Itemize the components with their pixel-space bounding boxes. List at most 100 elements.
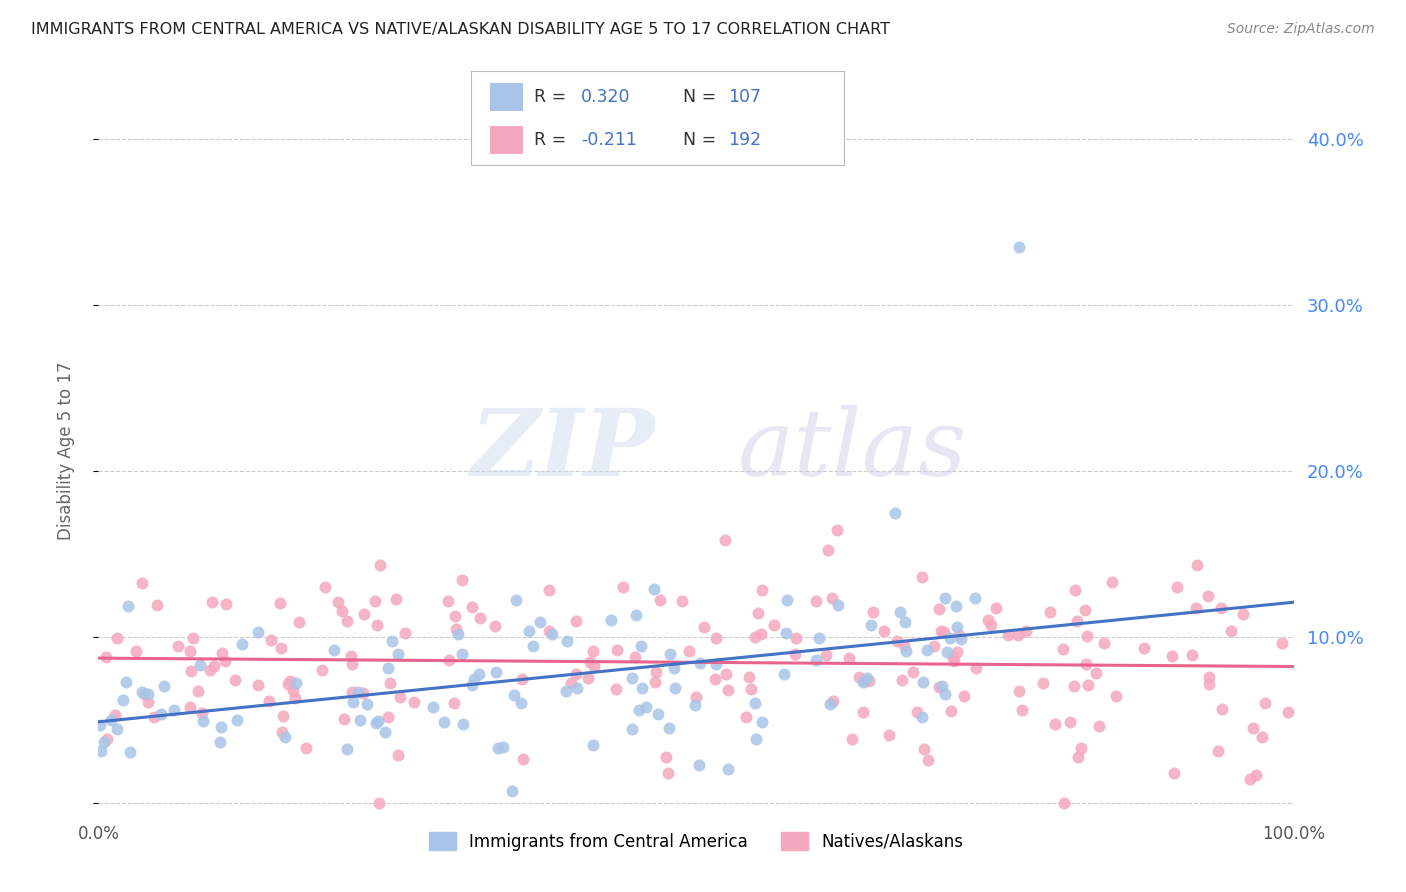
Point <box>485 665 508 679</box>
Point <box>935 644 957 658</box>
Point <box>612 580 634 594</box>
Point <box>948 628 970 642</box>
Text: IMMIGRANTS FROM CENTRAL AMERICA VS NATIVE/ALASKAN DISABILITY AGE 5 TO 17 CORRELA: IMMIGRANTS FROM CENTRAL AMERICA VS NATIV… <box>31 22 890 37</box>
Point <box>224 673 246 688</box>
Point <box>1052 642 1074 657</box>
Point <box>1244 767 1267 781</box>
Point <box>997 628 1019 642</box>
Point <box>747 606 769 620</box>
Point <box>96 649 118 664</box>
Point <box>1161 649 1184 664</box>
Point <box>118 746 141 760</box>
Text: ZIP: ZIP <box>470 406 654 495</box>
Text: R =: R = <box>534 87 572 105</box>
Point <box>950 632 973 646</box>
Point <box>838 650 860 665</box>
Point <box>167 639 190 653</box>
Point <box>980 617 1002 632</box>
Point <box>538 624 561 639</box>
Point <box>1232 607 1254 621</box>
Point <box>630 681 652 696</box>
Point <box>461 600 484 615</box>
Point <box>858 673 880 688</box>
Point <box>215 597 238 611</box>
Point <box>1067 750 1090 764</box>
Point <box>502 688 524 702</box>
Point <box>377 660 399 674</box>
Point <box>1059 715 1081 730</box>
Point <box>751 715 773 730</box>
Point <box>366 617 388 632</box>
Text: atlas: atlas <box>738 406 967 495</box>
Point <box>1185 600 1208 615</box>
Point <box>105 722 128 736</box>
Point <box>658 647 681 661</box>
Point <box>274 730 297 744</box>
Point <box>285 676 308 690</box>
Point <box>579 655 602 669</box>
Point <box>295 741 318 756</box>
Point <box>823 694 845 708</box>
Point <box>678 644 700 658</box>
Bar <box>489 83 523 111</box>
Point <box>1070 741 1092 756</box>
Point <box>683 698 706 713</box>
Point <box>945 599 967 614</box>
Point <box>939 631 962 645</box>
Point <box>131 685 153 699</box>
Point <box>1063 679 1085 693</box>
Point <box>704 657 727 671</box>
Point <box>451 716 474 731</box>
Point <box>772 667 794 681</box>
Point <box>270 641 292 656</box>
Point <box>557 633 579 648</box>
Point <box>323 643 346 657</box>
Text: 107: 107 <box>728 87 761 105</box>
Point <box>214 654 236 668</box>
Point <box>463 672 485 686</box>
Point <box>1015 624 1038 639</box>
Point <box>1198 677 1220 691</box>
Point <box>352 686 374 700</box>
Point <box>1011 703 1033 717</box>
Point <box>650 593 672 607</box>
Point <box>942 649 965 664</box>
Point <box>806 593 828 607</box>
Point <box>1032 676 1054 690</box>
Point <box>1163 765 1185 780</box>
Point <box>501 784 523 798</box>
Point <box>336 742 359 756</box>
Point <box>644 675 666 690</box>
Point <box>104 708 127 723</box>
Point <box>554 684 576 698</box>
Point <box>860 618 883 632</box>
Point <box>628 703 651 717</box>
Point <box>89 718 111 732</box>
Point <box>827 599 849 613</box>
Point <box>738 670 761 684</box>
Point <box>664 681 686 696</box>
Point <box>917 753 939 767</box>
Point <box>647 706 669 721</box>
Point <box>269 596 291 610</box>
Point <box>740 681 762 696</box>
Point <box>437 653 460 667</box>
Point <box>928 680 950 694</box>
Point <box>620 723 643 737</box>
Point <box>208 735 231 749</box>
Point <box>112 693 135 707</box>
Point <box>606 643 628 657</box>
Point <box>1166 580 1188 594</box>
Point <box>821 591 844 606</box>
Point <box>1077 678 1099 692</box>
Point <box>873 624 896 638</box>
Point <box>517 624 540 638</box>
Point <box>522 639 544 653</box>
Point <box>841 732 863 747</box>
Point <box>717 683 740 698</box>
Point <box>146 598 169 612</box>
Point <box>931 679 953 693</box>
Point <box>394 626 416 640</box>
Point <box>1045 716 1067 731</box>
Point <box>1076 657 1098 672</box>
